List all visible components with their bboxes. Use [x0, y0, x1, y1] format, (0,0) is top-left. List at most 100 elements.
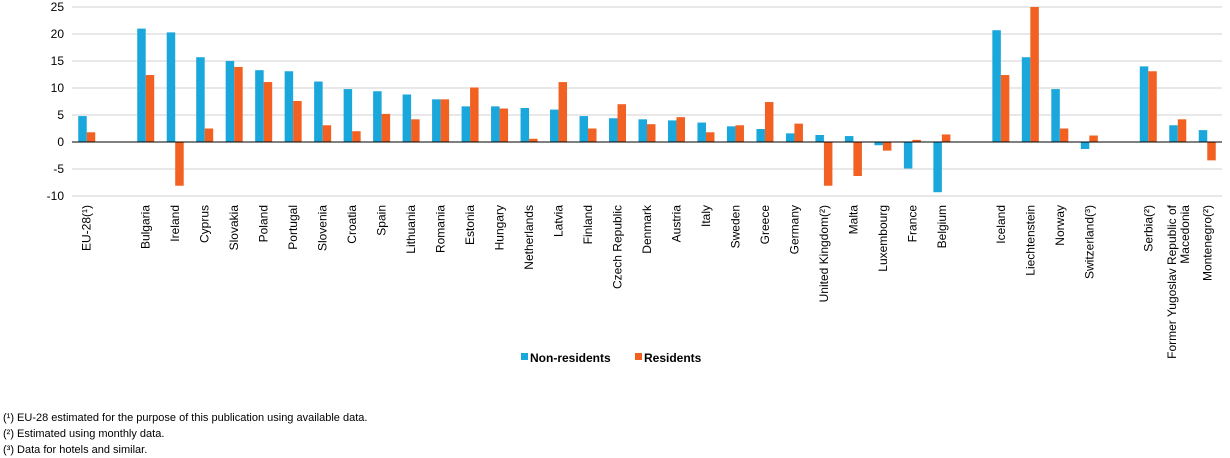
legend-label-non-residents: Non-residents: [530, 351, 611, 365]
x-category-label: Greece: [758, 205, 772, 245]
bar-non-residents: [726, 126, 736, 142]
bar-non-residents: [284, 71, 294, 142]
bar-residents: [882, 142, 892, 151]
bar-residents: [499, 108, 509, 142]
bar-residents: [145, 75, 155, 142]
x-category-label: Germany: [787, 205, 801, 254]
x-category-label: France: [905, 205, 919, 243]
x-category-label: Poland: [257, 205, 271, 242]
bar-non-residents: [373, 91, 382, 142]
bar-residents: [440, 99, 450, 142]
bar-non-residents: [1021, 57, 1031, 142]
bar-non-residents: [1169, 125, 1178, 142]
bar-residents: [1177, 119, 1187, 142]
bar-residents: [175, 142, 184, 186]
bar-residents: [1207, 142, 1216, 161]
y-tick-label: -10: [47, 189, 65, 203]
x-category-label: Iceland: [994, 205, 1008, 244]
x-category-label: Serbia(²): [1141, 205, 1155, 252]
bar-non-residents: [992, 30, 1001, 142]
x-category-label: Liechtenstein: [1023, 205, 1037, 276]
bar-non-residents: [432, 99, 441, 142]
bar-non-residents: [343, 89, 353, 142]
bar-residents: [322, 125, 332, 142]
legend-label-residents: Residents: [644, 351, 702, 365]
bar-non-residents: [844, 136, 854, 142]
x-category-label: Sweden: [728, 205, 742, 248]
x-category-label: Austria: [669, 205, 683, 243]
bar-non-residents: [815, 134, 824, 142]
x-category-label: Spain: [375, 205, 389, 236]
bar-non-residents: [314, 81, 323, 142]
x-category-label: EU-28(¹): [80, 205, 94, 251]
bar-non-residents: [1139, 66, 1149, 142]
bar-residents: [853, 142, 862, 177]
y-tick-label: 25: [51, 0, 65, 14]
bars: [78, 7, 1216, 193]
footnote-2: (²) Estimated using monthly data.: [3, 428, 165, 440]
x-category-label: Ireland: [168, 205, 182, 242]
legend-swatch-residents: [635, 353, 642, 360]
x-category-label: Slovakia: [227, 205, 241, 251]
bar-residents: [794, 123, 803, 142]
bar-residents: [411, 119, 420, 142]
y-tick-label: 0: [57, 135, 64, 149]
bar-non-residents: [520, 107, 530, 142]
x-category-label: Latvia: [552, 205, 566, 237]
x-category-label: Lithuania: [404, 205, 418, 254]
bar-residents: [764, 102, 774, 142]
bar-non-residents: [1080, 142, 1090, 150]
x-category-label: Slovenia: [316, 205, 330, 251]
x-category-label: Netherlands: [522, 205, 536, 270]
y-tick-label: 15: [51, 54, 65, 68]
bar-residents: [1000, 75, 1010, 142]
footnotes: (¹) EU-28 estimated for the purpose of t…: [3, 410, 367, 458]
bar-residents: [588, 128, 597, 142]
footnote-3: (³) Data for hotels and similar.: [3, 444, 148, 456]
bar-non-residents: [196, 57, 205, 142]
bar-non-residents: [402, 94, 412, 142]
bar-residents: [293, 100, 302, 142]
legend-swatch-non-residents: [521, 353, 528, 360]
bar-residents: [823, 142, 833, 186]
bar-residents: [941, 134, 951, 142]
bar-residents: [912, 139, 921, 142]
x-category-label: Cyprus: [198, 205, 212, 243]
bar-non-residents: [933, 142, 942, 193]
bar-non-residents: [697, 122, 706, 142]
bar-non-residents: [638, 119, 647, 142]
y-tick-label: -5: [53, 162, 64, 176]
bar-non-residents: [137, 28, 146, 143]
x-category-label: Czech Republic: [611, 205, 625, 289]
bar-residents: [558, 82, 568, 142]
y-tick-label: 10: [51, 81, 65, 95]
x-axis-category-labels: EU-28(¹) Bulgaria Ireland Cyprus Slovakia Pol…: [80, 204, 1215, 359]
bar-residents: [381, 113, 391, 142]
bar-residents: [1148, 71, 1157, 142]
bar-residents: [676, 117, 685, 142]
bar-non-residents: [903, 142, 913, 169]
x-category-label: Portugal: [286, 205, 300, 250]
bar-non-residents: [785, 133, 795, 142]
y-tick-label: 20: [51, 27, 65, 41]
x-category-label: United Kingdom(²): [817, 205, 831, 302]
x-category-label: Croatia: [345, 205, 359, 244]
bar-non-residents: [461, 106, 471, 142]
bar-non-residents: [874, 142, 883, 146]
bar-residents: [1089, 135, 1098, 142]
bar-non-residents: [491, 106, 500, 142]
x-category-label: Estonia: [463, 205, 477, 245]
x-category-label: Belgium: [935, 205, 949, 248]
y-tick-label: 5: [57, 108, 64, 122]
bar-non-residents: [550, 109, 559, 142]
x-category-label: Finland: [581, 205, 595, 244]
gridlines: [72, 6, 1222, 197]
bar-residents: [647, 124, 656, 142]
x-category-label: Luxembourg: [876, 205, 890, 272]
x-category-label: Montenegro(²): [1200, 205, 1214, 281]
bar-non-residents: [78, 116, 87, 142]
bar-non-residents: [667, 120, 677, 142]
bar-non-residents: [1198, 130, 1208, 142]
x-category-label: Romania: [434, 205, 448, 253]
bar-residents: [529, 138, 538, 142]
